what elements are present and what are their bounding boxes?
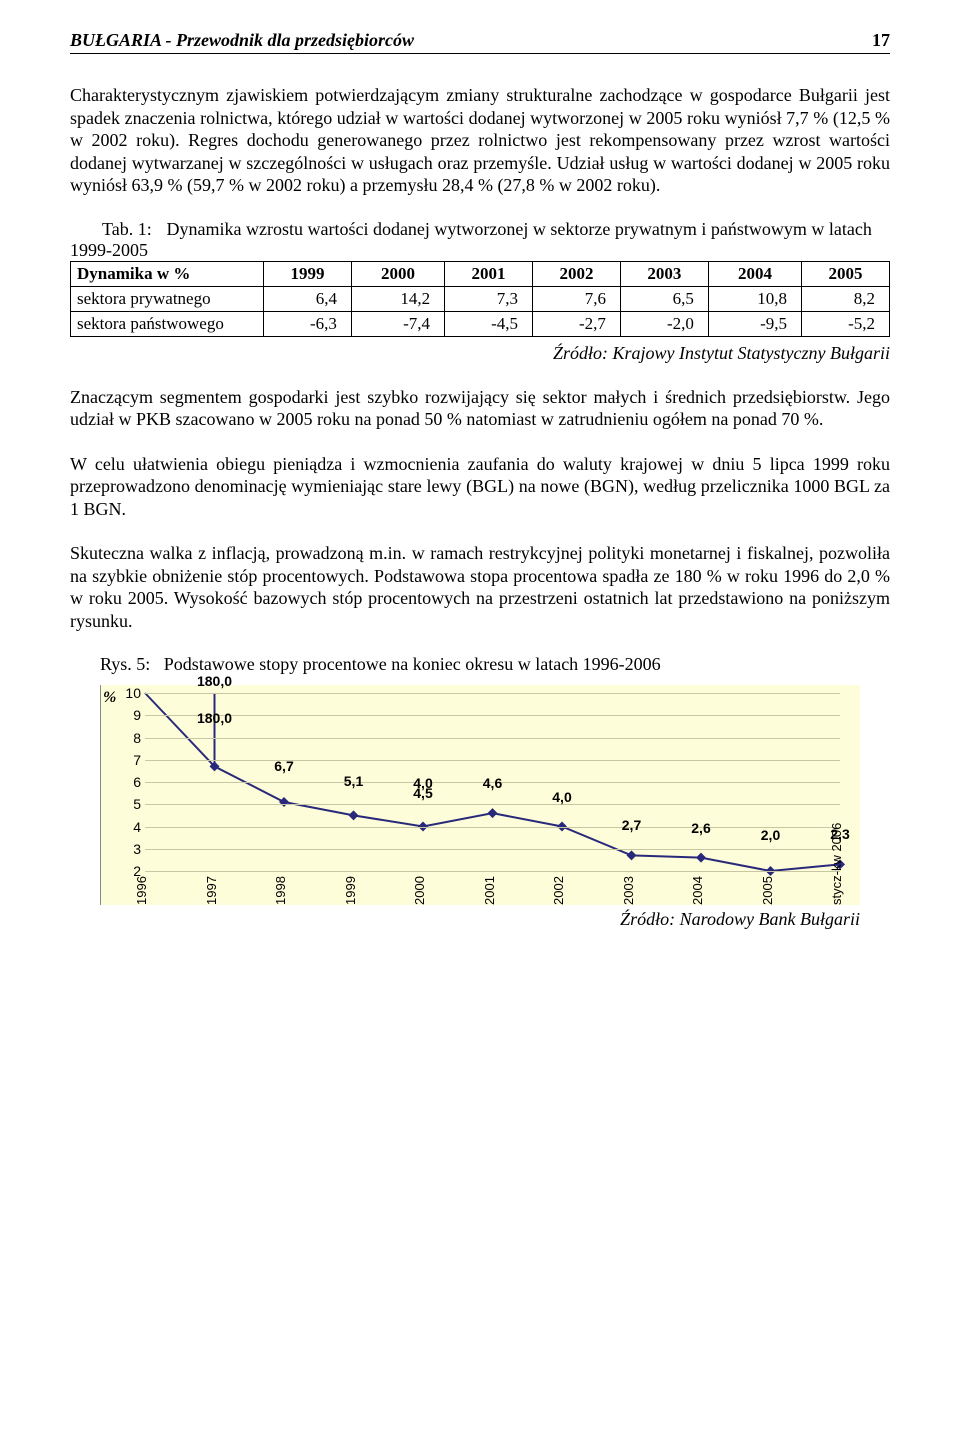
data-label: 5,1 bbox=[344, 773, 363, 789]
row-label: sektora państwowego bbox=[71, 311, 264, 336]
table1-caption: Tab. 1: Dynamika wzrostu wartości dodane… bbox=[70, 219, 890, 261]
cell: -5,2 bbox=[802, 311, 890, 336]
header-title: BUŁGARIA - Przewodnik dla przedsiębiorcó… bbox=[70, 30, 414, 51]
data-label: 6,7 bbox=[274, 758, 293, 774]
y-tick: 7 bbox=[115, 752, 141, 768]
page-header: BUŁGARIA - Przewodnik dla przedsiębiorcó… bbox=[70, 30, 890, 54]
cell: 10,8 bbox=[708, 286, 801, 311]
y-tick: 10 bbox=[115, 685, 141, 701]
table1-col0: Dynamika w % bbox=[71, 261, 264, 286]
table1-year: 2003 bbox=[620, 261, 708, 286]
figure5-source: Źródło: Narodowy Bank Bułgarii bbox=[70, 909, 860, 930]
y-tick: 6 bbox=[115, 774, 141, 790]
paragraph-4: Skuteczna walka z inflacją, prowadzoną m… bbox=[70, 542, 890, 632]
cell: 6,4 bbox=[264, 286, 352, 311]
table1-source: Źródło: Krajowy Instytut Statystyczny Bu… bbox=[70, 343, 890, 364]
figure5-caption: Rys. 5: Podstawowe stopy procentowe na k… bbox=[100, 654, 890, 675]
x-tick: 1997 bbox=[204, 876, 219, 905]
page-number: 17 bbox=[872, 30, 890, 51]
data-label: 2,6 bbox=[691, 820, 710, 836]
cell: 7,3 bbox=[445, 286, 533, 311]
paragraph-2: Znaczącym segmentem gospodarki jest szyb… bbox=[70, 386, 890, 431]
x-tick: 2002 bbox=[551, 876, 566, 905]
table-row: sektora prywatnego6,414,27,37,66,510,88,… bbox=[71, 286, 890, 311]
table1-year: 1999 bbox=[264, 261, 352, 286]
cell: 6,5 bbox=[620, 286, 708, 311]
data-label: 4,6 bbox=[483, 775, 502, 791]
cell: 7,6 bbox=[533, 286, 621, 311]
table1-header-row: Dynamika w %1999200020012002200320042005 bbox=[71, 261, 890, 286]
y-tick: 8 bbox=[115, 730, 141, 746]
table1-caption-lead: Tab. 1: bbox=[102, 219, 162, 240]
table1: Dynamika w %1999200020012002200320042005… bbox=[70, 261, 890, 337]
y-tick: 3 bbox=[115, 841, 141, 857]
cell: -4,5 bbox=[445, 311, 533, 336]
x-tick: 2004 bbox=[690, 876, 705, 905]
cell: -7,4 bbox=[351, 311, 444, 336]
paragraph-3: W celu ułatwienia obiegu pieniądza i wzm… bbox=[70, 453, 890, 521]
figure5-caption-lead: Rys. 5: bbox=[100, 654, 150, 674]
table1-year: 2000 bbox=[351, 261, 444, 286]
cell: 14,2 bbox=[351, 286, 444, 311]
table1-year: 2005 bbox=[802, 261, 890, 286]
table-row: sektora państwowego-6,3-7,4-4,5-2,7-2,0-… bbox=[71, 311, 890, 336]
table1-year: 2001 bbox=[445, 261, 533, 286]
x-tick: 1998 bbox=[273, 876, 288, 905]
plot-area: 180,06,75,14,54,04,64,02,72,62,02,3180,0 bbox=[145, 693, 840, 871]
paragraph-1: Charakterystycznym zjawiskiem potwierdza… bbox=[70, 84, 890, 197]
data-label: 4,0 bbox=[552, 789, 571, 805]
cell: -6,3 bbox=[264, 311, 352, 336]
x-tick: stycz-kw 2006 bbox=[829, 823, 844, 905]
x-tick: 1999 bbox=[343, 876, 358, 905]
y-tick: 4 bbox=[115, 819, 141, 835]
x-tick: 2005 bbox=[760, 876, 775, 905]
cell: -2,0 bbox=[620, 311, 708, 336]
x-tick: 2003 bbox=[621, 876, 636, 905]
table1-caption-text: Dynamika wzrostu wartości dodanej wytwor… bbox=[70, 219, 872, 260]
figure5-chart: % 180,06,75,14,54,04,64,02,72,62,02,3180… bbox=[100, 685, 860, 905]
data-label: 4,0 bbox=[413, 775, 432, 791]
y-tick: 5 bbox=[115, 796, 141, 812]
x-tick: 2001 bbox=[482, 876, 497, 905]
cell: -2,7 bbox=[533, 311, 621, 336]
data-label: 2,0 bbox=[761, 827, 780, 843]
x-tick: 1996 bbox=[134, 876, 149, 905]
data-label: 180,0 bbox=[197, 710, 232, 726]
table1-year: 2002 bbox=[533, 261, 621, 286]
data-label: 2,7 bbox=[622, 817, 641, 833]
cell: -9,5 bbox=[708, 311, 801, 336]
data-label: 180,0 bbox=[197, 673, 232, 689]
table1-year: 2004 bbox=[708, 261, 801, 286]
y-tick: 9 bbox=[115, 707, 141, 723]
figure5-caption-text: Podstawowe stopy procentowe na koniec ok… bbox=[164, 654, 661, 674]
cell: 8,2 bbox=[802, 286, 890, 311]
row-label: sektora prywatnego bbox=[71, 286, 264, 311]
x-tick: 2000 bbox=[412, 876, 427, 905]
